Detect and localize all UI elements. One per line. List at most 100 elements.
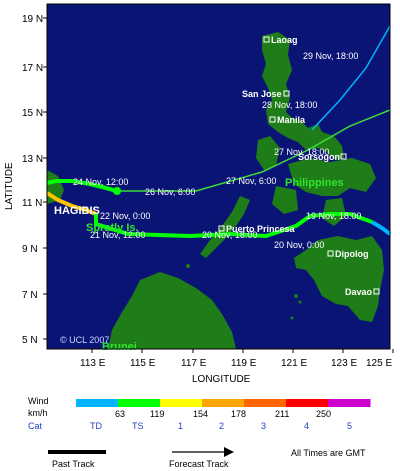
- land-visayas: [288, 158, 376, 196]
- legend-swatch: [76, 399, 119, 407]
- legend-threshold: 119: [150, 409, 164, 419]
- legend-category: 4: [304, 421, 309, 431]
- x-tick-label: 113 E: [80, 358, 106, 369]
- place-marker-sorsogon: [340, 153, 347, 160]
- place-marker-manila: [269, 116, 276, 123]
- y-axis: 19 N 17 N 15 N 13 N 11 N 9 N 7 N 5 N LAT…: [4, 14, 47, 346]
- x-tick-label: 121 E: [281, 358, 307, 369]
- y-tick-label: 9 N: [22, 244, 38, 255]
- land-borneo: [108, 272, 236, 349]
- time-label-forecast-3: 28 Nov, 18:00: [262, 100, 317, 110]
- legend-swatch: [118, 399, 161, 407]
- track-time-labels: 24 Nov, 12:00 22 Nov, 0:00 21 Nov, 12:00…: [73, 51, 361, 250]
- time-label-past-3: 20 Nov, 18:00: [202, 230, 257, 240]
- x-tick-label: 115 E: [130, 358, 156, 369]
- y-tick-label: 11 N: [22, 198, 42, 209]
- time-label-forecast-2: 27 Nov, 18:00: [274, 147, 329, 157]
- y-tick-label: 19 N: [22, 14, 43, 25]
- place-label-puerto-princesa: Puerto Princesa: [226, 224, 296, 234]
- y-tick-label: 5 N: [22, 335, 38, 346]
- legend-color-bar: [76, 399, 371, 407]
- place-labels: Laoag San Jose Manila Sorsogon Puerto Pr…: [226, 35, 373, 297]
- legend-swatch: [160, 399, 203, 407]
- time-label-past-1: 22 Nov, 0:00: [100, 211, 150, 221]
- legend-wind-label: Wind: [28, 396, 49, 406]
- land-masses: [47, 32, 384, 349]
- place-label-laoag: Laoag: [271, 35, 298, 45]
- legend-swatch: [202, 399, 245, 407]
- legend-threshold: 63: [115, 409, 125, 419]
- copyright-label: © UCL 2007: [60, 335, 109, 345]
- x-tick-label: 125 E: [366, 358, 392, 369]
- land-palawan: [200, 196, 250, 258]
- place-label-manila: Manila: [277, 115, 306, 125]
- legend-category: 1: [178, 421, 183, 431]
- y-tick-label: 15 N: [22, 108, 43, 119]
- legend-threshold: 154: [193, 409, 208, 419]
- place-label-dipolog: Dipolog: [335, 249, 369, 259]
- legend-category: 5: [347, 421, 352, 431]
- place-marker-laoag: [263, 36, 270, 43]
- place-label-sorsogon: Sorsogon: [298, 152, 340, 162]
- storm-name-label: HAGIBIS: [54, 205, 100, 217]
- y-tick-label: 17 N: [22, 63, 43, 74]
- legend-swatch: [328, 399, 371, 407]
- time-label-past-2: 21 Nov, 12:00: [90, 230, 145, 240]
- track-legend: Past Track Forecast Track All Times are …: [48, 447, 366, 469]
- x-tick-label: 123 E: [331, 358, 357, 369]
- current-position-marker: [113, 187, 121, 195]
- storm-tracks: [45, 25, 392, 239]
- legend-swatch: [286, 399, 329, 407]
- gmt-note: All Times are GMT: [291, 448, 366, 458]
- place-markers: [218, 36, 380, 295]
- legend-threshold: 178: [231, 409, 246, 419]
- wind-legend: Wind km/h Cat 63 119 154 178 211 250 TD …: [28, 396, 371, 431]
- past-track-ts-line-2: [94, 212, 373, 239]
- place-marker-san-jose: [283, 90, 290, 97]
- legend-threshold: 211: [275, 409, 289, 419]
- y-axis-title: LATITUDE: [4, 162, 15, 210]
- map-border: [46, 3, 391, 350]
- time-label-past-0: 24 Nov, 12:00: [73, 177, 128, 187]
- legend-unit-label: km/h: [28, 408, 48, 418]
- time-label-forecast-4: 29 Nov, 18:00: [303, 51, 358, 61]
- place-marker-dipolog: [327, 250, 334, 257]
- place-marker-puerto-princesa: [218, 225, 225, 232]
- forecast-track-legend-label: Forecast Track: [169, 459, 229, 469]
- land-mindoro: [256, 136, 280, 170]
- y-tick-label: 7 N: [22, 290, 38, 301]
- place-label-san-jose: San Jose: [242, 89, 282, 99]
- past-track-ts-line: [46, 179, 118, 193]
- legend-category: TS: [132, 421, 144, 431]
- past-track-td-line: [370, 220, 392, 236]
- forecast-track-td-line: [311, 25, 391, 131]
- past-track-cat2-line: [45, 191, 97, 216]
- time-label-forecast-0: 26 Nov, 6:00: [145, 187, 195, 197]
- land-luzon: [262, 32, 344, 160]
- x-tick-label: 119 E: [231, 358, 257, 369]
- land-panay: [272, 186, 298, 214]
- place-marker-davao: [373, 288, 380, 295]
- region-label-philippines: Philippines: [285, 177, 344, 189]
- region-label-spratly: Spratly Is.: [86, 222, 139, 234]
- time-label-past-5: 19 Nov, 18:00: [306, 211, 361, 221]
- place-label-davao: Davao: [345, 287, 373, 297]
- legend-category: 3: [261, 421, 266, 431]
- x-tick-label: 117 E: [181, 358, 207, 369]
- y-tick-label: 13 N: [22, 154, 43, 165]
- x-axis: 113 E 115 E 117 E 119 E 121 E 123 E 125 …: [80, 349, 394, 385]
- legend-cat-label: Cat: [28, 421, 43, 431]
- forecast-arrow-icon: [224, 447, 234, 457]
- land-mindanao: [294, 236, 384, 322]
- past-track-legend-label: Past Track: [52, 459, 95, 469]
- time-label-forecast-1: 27 Nov, 6:00: [226, 176, 276, 186]
- legend-threshold: 250: [316, 409, 331, 419]
- legend-category: 2: [219, 421, 224, 431]
- legend-category: TD: [90, 421, 102, 431]
- forecast-track-line: [117, 109, 391, 192]
- time-label-past-4: 20 Nov, 0:00: [274, 240, 324, 250]
- x-axis-title: LONGITUDE: [192, 374, 251, 385]
- region-label-brunei: Brunei: [102, 341, 137, 353]
- legend-swatch: [244, 399, 287, 407]
